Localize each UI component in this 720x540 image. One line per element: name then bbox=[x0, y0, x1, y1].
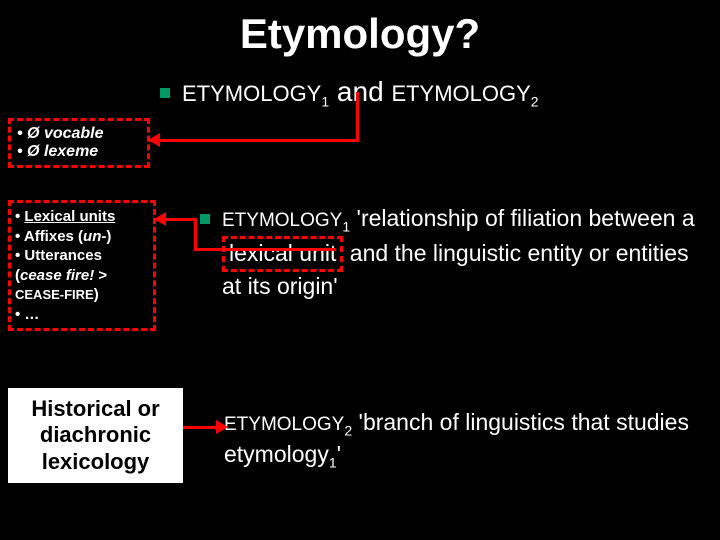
box3-l2: diachronic bbox=[12, 422, 179, 448]
box2-l4: (cease fire! > bbox=[15, 266, 149, 286]
box2-l5a: CEASE-FIRE bbox=[15, 287, 94, 302]
sub-mid: and bbox=[329, 76, 391, 107]
box3-l3: lexicology bbox=[12, 449, 179, 475]
lexical-unit-highlight: lexical unit bbox=[222, 236, 343, 272]
box2-l4-ital: cease fire! bbox=[20, 267, 94, 284]
box2-l2a: • Affixes ( bbox=[15, 228, 83, 245]
def1-label: ETYMOLOGY bbox=[222, 210, 342, 231]
box-historical-lexicology: Historical or diachronic lexicology bbox=[8, 388, 183, 483]
box2-l5: CEASE-FIRE) bbox=[15, 285, 149, 305]
def2-t2: ' bbox=[337, 441, 341, 467]
box3-l1: Historical or bbox=[12, 396, 179, 422]
arrow-icon bbox=[216, 420, 228, 434]
box-lexical-units: • Lexical units • Affixes (un-) • Uttera… bbox=[8, 200, 156, 331]
box2-l1: • Lexical units bbox=[15, 207, 149, 227]
sub-sub1: 1 bbox=[321, 93, 329, 109]
box2-l4b: > bbox=[94, 267, 107, 284]
arrow-icon bbox=[148, 133, 160, 147]
subtitle-row: ETYMOLOGY1 and ETYMOLOGY2 bbox=[160, 76, 539, 109]
definition-1: ETYMOLOGY1 'relationship of filiation be… bbox=[200, 204, 700, 302]
sub-part2: ETYMOLOGY bbox=[391, 81, 530, 106]
connector-line bbox=[194, 218, 197, 250]
bullet-icon bbox=[160, 88, 170, 98]
box2-l2: • Affixes (un-) bbox=[15, 227, 149, 247]
sub-part1: ETYMOLOGY bbox=[182, 81, 321, 106]
subtitle-text: ETYMOLOGY1 and ETYMOLOGY2 bbox=[182, 76, 539, 109]
sub-sub2: 2 bbox=[531, 93, 539, 109]
box2-l2b: ) bbox=[106, 228, 111, 245]
box2-l3: • Utterances bbox=[15, 246, 149, 266]
def1-text: ETYMOLOGY1 'relationship of filiation be… bbox=[222, 204, 700, 302]
box2-l1-text: Lexical units bbox=[24, 208, 115, 225]
def1-sub: 1 bbox=[342, 219, 350, 235]
def1-t1: 'relationship of filiation between a bbox=[350, 205, 695, 231]
connector-line bbox=[356, 92, 359, 142]
connector-line bbox=[148, 139, 358, 142]
box1-line1: • Ø vocable bbox=[17, 125, 141, 143]
connector-line bbox=[194, 248, 336, 251]
box2-l2-ital: un- bbox=[83, 228, 106, 245]
arrow-icon bbox=[154, 212, 166, 226]
box-vocable-lexeme: • Ø vocable • Ø lexeme bbox=[8, 118, 150, 168]
def2-sub: 1 bbox=[329, 454, 337, 470]
definition-2: ETYMOLOGY2 'branch of linguistics that s… bbox=[224, 408, 694, 472]
def2-labelsub: 2 bbox=[344, 423, 352, 439]
box2-l6: • … bbox=[15, 305, 149, 325]
box2-l5b: ) bbox=[94, 286, 99, 303]
box1-line2: • Ø lexeme bbox=[17, 143, 141, 161]
def2-label: ETYMOLOGY bbox=[224, 414, 344, 435]
slide-title: Etymology? bbox=[0, 10, 720, 58]
box2-l1-bullet: • bbox=[15, 208, 24, 225]
bullet-icon bbox=[200, 214, 210, 224]
